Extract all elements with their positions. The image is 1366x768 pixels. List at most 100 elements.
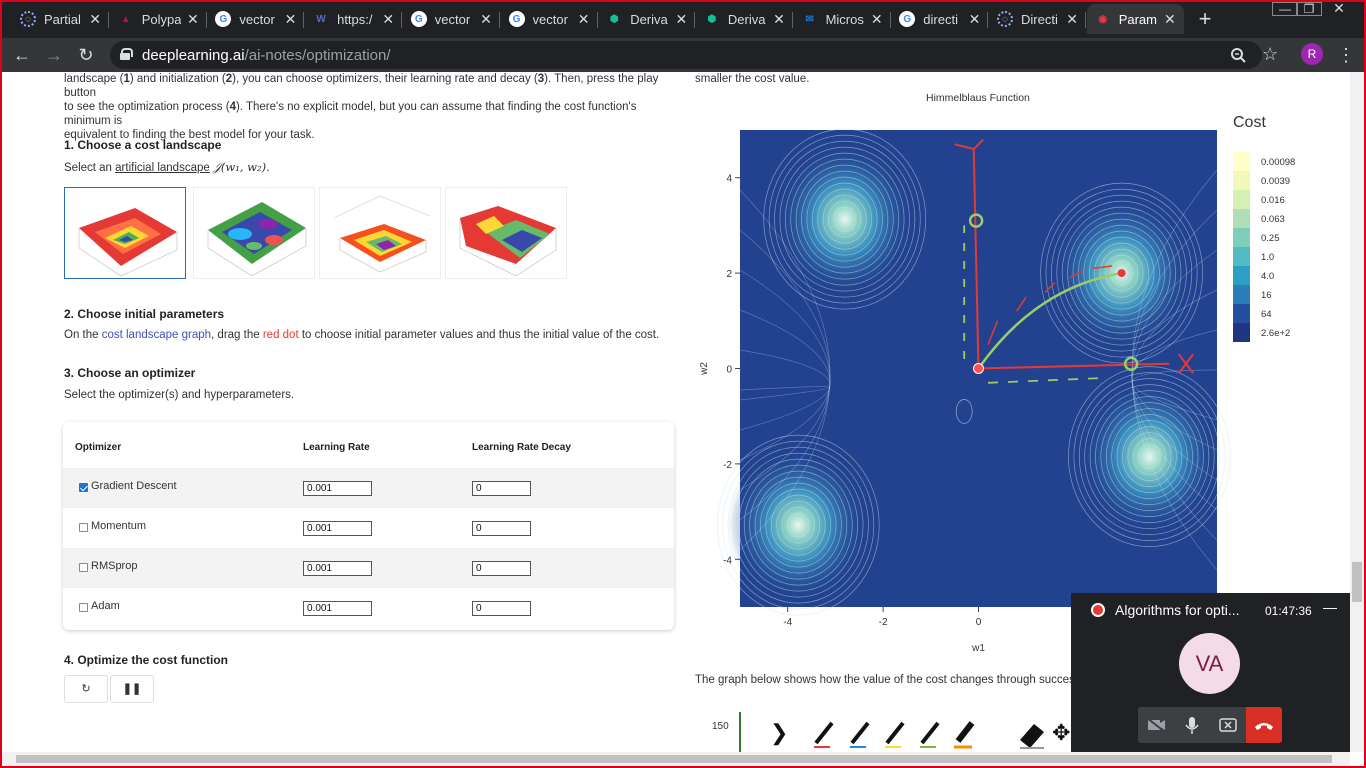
y-axis-label: w2 xyxy=(699,362,710,376)
close-tab-icon[interactable]: ✕ xyxy=(89,10,101,27)
bookmark-star-icon[interactable]: ☆ xyxy=(1262,44,1279,64)
contour-line xyxy=(1088,236,1155,310)
close-tab-icon[interactable]: ✕ xyxy=(675,10,688,27)
chevron-right-icon[interactable]: ❯ xyxy=(770,720,789,745)
close-tab-icon[interactable]: ✕ xyxy=(1066,10,1078,27)
contour-line xyxy=(743,464,853,586)
back-arrow-icon[interactable]: ← xyxy=(13,45,31,65)
minimum-basin xyxy=(774,141,915,298)
close-tab-icon[interactable]: ✕ xyxy=(968,10,981,27)
meeting-pip-window[interactable]: Algorithms for opti... 01:47:36 — VA xyxy=(1071,593,1350,752)
minimize-window-button[interactable]: — xyxy=(1272,2,1298,16)
table-row: RMSprop 0.001 0 xyxy=(63,548,674,588)
microphone-icon[interactable] xyxy=(1174,707,1210,743)
close-tab-icon[interactable]: ✕ xyxy=(577,10,590,27)
momentum-checkbox[interactable] xyxy=(79,523,88,532)
present-screen-icon[interactable] xyxy=(1210,707,1246,743)
contour-line xyxy=(1072,218,1171,328)
decay-input[interactable]: 0 xyxy=(472,521,531,536)
browser-tab[interactable]: ◉ Param ✕ xyxy=(1086,4,1184,34)
colorbar-label: 0.25 xyxy=(1261,233,1280,244)
reset-button[interactable]: ↻ xyxy=(64,675,108,703)
colorbar-label: 64 xyxy=(1261,309,1272,320)
lr-input[interactable]: 0.001 xyxy=(303,561,372,576)
restore-window-button[interactable]: ❐ xyxy=(1296,2,1322,16)
url-text: deeplearning.ai/ai-notes/optimization/ xyxy=(142,47,391,64)
cost-landscape-graph-link[interactable]: cost landscape graph xyxy=(101,329,212,341)
y-tick-label: 0 xyxy=(726,365,732,376)
end-call-icon[interactable] xyxy=(1246,707,1282,743)
contour-line xyxy=(1105,408,1194,505)
google-icon: G xyxy=(508,11,525,27)
browser-tab[interactable]: ◌ Directi ✕ xyxy=(989,4,1086,34)
decay-input[interactable]: 0 xyxy=(472,561,531,576)
address-bar[interactable]: deeplearning.ai/ai-notes/optimization/ ☆ xyxy=(110,41,1278,69)
table-row: Adam 0.001 0 xyxy=(63,588,674,628)
decay-input[interactable]: 0 xyxy=(472,601,531,616)
forward-arrow-icon[interactable]: → xyxy=(45,45,63,65)
landscape-thumb-3[interactable] xyxy=(319,187,441,279)
contour-line xyxy=(763,128,927,310)
browser-tab[interactable]: ◌ Partial ✕ xyxy=(12,4,109,34)
contour-line xyxy=(801,170,889,268)
browser-tab[interactable]: ⬢ Deriva ✕ xyxy=(598,4,696,34)
close-tab-icon[interactable]: ✕ xyxy=(870,10,883,27)
horizontal-scrollbar[interactable] xyxy=(0,752,1350,766)
contour-line xyxy=(722,440,875,610)
row-label: Adam xyxy=(91,600,120,612)
tab-label: Polypa xyxy=(141,11,181,27)
close-tab-icon[interactable]: ✕ xyxy=(773,10,785,27)
cost-landscape-chart[interactable]: -4 -2 0 4 2 0 -2 -4 w1 w2 xyxy=(695,122,1355,662)
tab-label: Param xyxy=(1118,11,1157,27)
table-row: Gradient Descent 0.001 0 xyxy=(63,468,674,508)
adam-checkbox[interactable] xyxy=(79,603,88,612)
landscape-thumb-2[interactable] xyxy=(193,187,315,279)
lr-input[interactable]: 0.001 xyxy=(303,481,372,496)
vertical-scrollbar[interactable] xyxy=(1350,72,1364,752)
colorbar-label: 1.0 xyxy=(1261,252,1275,263)
intro-paragraph: landscape (1) and initialization (2), yo… xyxy=(64,73,659,141)
colorbar-title: Cost xyxy=(1233,114,1266,131)
close-tab-icon[interactable]: ✕ xyxy=(284,10,297,27)
wikipedia-icon: W xyxy=(316,13,326,25)
eraser-icon[interactable] xyxy=(1016,720,1048,750)
close-tab-icon[interactable]: ✕ xyxy=(382,10,395,27)
browser-tab[interactable]: ✉ Micros ✕ xyxy=(794,4,891,34)
close-window-button[interactable]: ✕ xyxy=(1333,0,1345,16)
menu-kebab-icon[interactable]: ⋮ xyxy=(1337,45,1355,65)
landscape-thumb-4[interactable] xyxy=(445,187,567,279)
browser-tab[interactable]: ⬢ Deriva ✕ xyxy=(696,4,793,34)
move-icon[interactable]: ✥ xyxy=(1052,720,1071,745)
contour-line xyxy=(1110,260,1133,286)
profile-avatar[interactable]: R xyxy=(1301,43,1323,65)
lr-input[interactable]: 0.001 xyxy=(303,521,372,536)
new-tab-button[interactable]: + xyxy=(1198,6,1212,31)
gradient-descent-checkbox[interactable] xyxy=(79,483,88,492)
minimize-pip-button[interactable]: — xyxy=(1323,599,1337,615)
landscape-thumb-1[interactable] xyxy=(64,187,186,279)
zoom-icon[interactable] xyxy=(1230,47,1246,63)
colorbar-swatch xyxy=(1233,323,1250,342)
pause-button[interactable]: ❚❚ xyxy=(110,675,154,703)
close-tab-icon[interactable]: ✕ xyxy=(186,10,199,27)
camera-off-icon[interactable] xyxy=(1138,707,1174,743)
colorbar-label: 0.063 xyxy=(1261,214,1285,225)
reload-icon[interactable]: ↻ xyxy=(78,45,94,65)
decay-input[interactable]: 0 xyxy=(472,481,531,496)
contour-line xyxy=(1083,230,1160,316)
lr-input[interactable]: 0.001 xyxy=(303,601,372,616)
contour-line xyxy=(1061,206,1182,340)
artificial-landscape-link[interactable]: artificial landscape xyxy=(115,162,210,174)
google-icon: G xyxy=(899,11,916,27)
meeting-controls xyxy=(1138,707,1282,743)
close-tab-icon[interactable]: ✕ xyxy=(480,10,492,27)
rmsprop-checkbox[interactable] xyxy=(79,563,88,572)
pen-tools xyxy=(814,721,975,749)
browser-tab[interactable]: ▲ Polypa ✕ xyxy=(110,4,207,34)
close-tab-icon[interactable]: ✕ xyxy=(1163,10,1176,27)
